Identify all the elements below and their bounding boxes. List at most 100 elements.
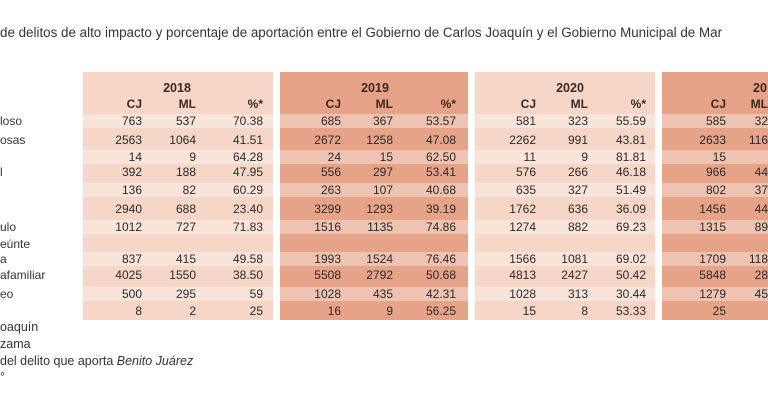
table-cell: 882 (567, 220, 588, 234)
table-cell: 5848 (699, 268, 726, 282)
table-cell: 41.51 (232, 133, 263, 147)
footnote-line-2: zama (0, 337, 31, 351)
table-cell: 1135 (367, 220, 393, 234)
table-cell: 118 (748, 252, 768, 266)
table-cell: 537 (175, 114, 196, 128)
table-cell: 71.83 (232, 220, 263, 234)
table-cell: 30.44 (615, 287, 646, 301)
table-cell: 1012 (115, 220, 142, 234)
footnote-line-3-prefix: del delito que aporta (0, 354, 117, 368)
column-header-ml: ML (750, 97, 768, 111)
table-cell: 116 (748, 133, 768, 147)
table-cell: 2563 (115, 133, 142, 147)
year-band-3 (662, 72, 768, 320)
table-cell: 37 (754, 183, 768, 197)
table-cell: 38.50 (232, 268, 263, 282)
table-cell: 39.19 (425, 202, 456, 216)
column-header-ml: ML (178, 97, 196, 111)
table-cell: 55.59 (615, 114, 646, 128)
table-cell: 1550 (169, 268, 196, 282)
table-cell: 2672 (314, 133, 341, 147)
table-cell: 1762 (509, 202, 536, 216)
table-cell: 23.40 (232, 202, 263, 216)
table-cell: 47.08 (425, 133, 456, 147)
row-stripe (0, 183, 768, 197)
table-cell: 11 (523, 150, 536, 164)
table-cell: 991 (567, 133, 588, 147)
table-cell: 32 (754, 114, 768, 128)
year-header: 2018 (163, 81, 191, 95)
table-cell: 2633 (699, 133, 726, 147)
table-cell: 45 (754, 287, 768, 301)
column-header-cj: CJ (710, 97, 726, 111)
column-header-pct: %* (630, 97, 646, 111)
table-cell: 636 (567, 202, 588, 216)
table-cell: 53.57 (425, 114, 456, 128)
table-cell: 576 (515, 165, 536, 179)
table-cell: 2792 (366, 268, 393, 282)
year-header: 2019 (361, 81, 389, 95)
table-cell: 1709 (699, 252, 726, 266)
row-label: l (0, 165, 3, 179)
row-label: a (0, 252, 7, 266)
table-cell: 44 (754, 165, 768, 179)
table-cell: 136 (121, 183, 142, 197)
row-label: osas (0, 133, 26, 147)
table-cell: 62.50 (425, 150, 456, 164)
table-cell: 415 (175, 252, 196, 266)
row-label: loso (0, 114, 23, 128)
table-cell: 266 (567, 165, 588, 179)
table-cell: 763 (121, 114, 142, 128)
year-band-0 (83, 72, 273, 320)
footnote-line-4: ° (0, 370, 5, 384)
column-header-ml: ML (375, 97, 393, 111)
table-cell: 59 (249, 287, 263, 301)
table-cell: 69.23 (615, 220, 646, 234)
table-cell: 4813 (509, 268, 536, 282)
row-label: eúnte (0, 237, 31, 251)
table-cell: 635 (515, 183, 536, 197)
table-cell: 53.41 (425, 165, 456, 179)
table-cell: 1028 (314, 287, 341, 301)
row-label: eo (0, 287, 14, 301)
year-band-2 (475, 72, 655, 320)
table-cell: 1566 (509, 252, 536, 266)
table-cell: 28 (754, 268, 768, 282)
table-cell: 188 (175, 165, 196, 179)
table-cell: 837 (121, 252, 142, 266)
table-cell: 74.86 (425, 220, 456, 234)
table-cell: 2262 (509, 133, 536, 147)
column-header-cj: CJ (325, 97, 341, 111)
row-stripe (0, 220, 768, 234)
table-cell: 14 (128, 150, 142, 164)
table-cell: 56.25 (425, 304, 456, 318)
table-cell: 4025 (115, 268, 142, 282)
table-cell: 36.09 (615, 202, 646, 216)
table-cell: 15 (522, 304, 536, 318)
table-cell: 64.28 (232, 150, 263, 164)
table-cell: 2940 (115, 202, 142, 216)
table-cell: 1279 (699, 287, 726, 301)
row-stripe (0, 150, 768, 164)
table-cell: 585 (705, 114, 726, 128)
footnote-line-3-italic: Benito Juárez (116, 354, 194, 368)
table-cell: 9 (189, 150, 196, 164)
table-cell: 392 (121, 165, 142, 179)
column-header-cj: CJ (520, 97, 536, 111)
table-cell: 107 (372, 183, 393, 197)
table-cell: 327 (567, 183, 588, 197)
column-header-ml: ML (570, 97, 588, 111)
table-cell: 581 (515, 114, 536, 128)
table-cell: 24 (327, 150, 341, 164)
table-cell: 15 (712, 150, 726, 164)
table-cell: 1293 (366, 202, 393, 216)
table-cell: 50.68 (425, 268, 456, 282)
crime-table: 2018 2019 2020 20 CJ ML %* CJ ML %* CJ ML %* CJ ML loso… (0, 72, 768, 320)
table-cell: 802 (705, 183, 726, 197)
table-cell: 297 (372, 165, 393, 179)
table-cell: 69.02 (615, 252, 646, 266)
table-cell: 500 (121, 287, 142, 301)
table-cell: 1081 (561, 252, 588, 266)
table-cell: 89 (754, 220, 768, 234)
table-cell: 5508 (314, 268, 341, 282)
